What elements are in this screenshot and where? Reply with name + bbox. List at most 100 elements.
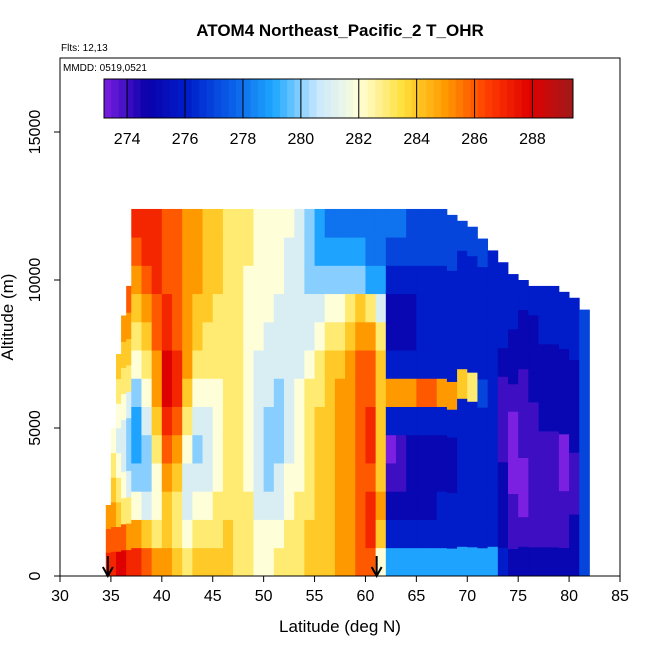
heat-cell (212, 406, 224, 436)
heat-cell (161, 321, 173, 351)
heat-cell (528, 546, 539, 577)
heat-cell (416, 406, 427, 436)
colorbar-swatch (250, 79, 259, 118)
heat-cell (294, 491, 305, 520)
heat-cell (273, 321, 285, 351)
heat-cell (548, 430, 560, 461)
heat-cell (161, 208, 173, 238)
colorbar-swatch (455, 79, 464, 118)
heat-cell (446, 409, 458, 438)
heat-cell (314, 208, 326, 238)
heat-cell (406, 350, 417, 379)
heat-cell (324, 378, 336, 407)
heat-cell (222, 491, 234, 520)
heat-cell (436, 237, 448, 266)
heat-cell (202, 265, 214, 295)
heat-cell (233, 519, 244, 549)
heat-cell (385, 491, 397, 520)
heat-cell (161, 519, 173, 549)
heat-cell (457, 516, 468, 547)
heat-cell (467, 226, 478, 257)
flights-annotation: Flts: 12,13 (61, 43, 108, 54)
heat-cell (243, 463, 254, 492)
heat-cell (457, 250, 468, 281)
colorbar-swatch (338, 79, 347, 118)
x-axis: 30 35 40 45 50 55 60 65 70 75 80 85 (51, 576, 629, 605)
heat-cell (182, 547, 193, 577)
heat-cell (192, 208, 203, 238)
heat-cell (263, 293, 275, 323)
heat-cell (324, 406, 336, 436)
heat-cell (263, 547, 275, 577)
heat-cell (151, 350, 163, 379)
heat-cell (569, 328, 580, 360)
heat-cell (263, 463, 275, 492)
heat-cell (314, 321, 326, 351)
heat-cell (263, 519, 275, 549)
heat-cell (314, 491, 326, 520)
heat-cell (477, 491, 489, 521)
heat-cell (233, 491, 244, 520)
x-tick-label: 85 (611, 588, 629, 605)
heat-cell (548, 459, 560, 490)
heat-cell (324, 491, 336, 520)
heat-cell (192, 463, 203, 492)
heat-cell (172, 434, 183, 464)
heat-cell (558, 519, 570, 548)
heat-cell (222, 237, 234, 266)
heat-cell (324, 208, 336, 238)
colorbar-swatch (243, 79, 251, 118)
heat-cell (345, 350, 356, 379)
heat-cell (334, 265, 346, 295)
heat-cell (518, 457, 529, 488)
heat-cell (436, 293, 448, 323)
heat-cell (446, 492, 458, 521)
heat-cell (151, 378, 163, 407)
heat-cell (345, 547, 356, 577)
colorbar-swatch (477, 79, 486, 118)
heat-cell (477, 238, 489, 268)
heat-cell (243, 519, 254, 549)
heat-cell (151, 406, 163, 436)
heat-cell (426, 265, 438, 295)
heat-cell (334, 547, 346, 577)
heat-cell (457, 339, 468, 370)
heat-cell (222, 463, 234, 492)
heat-cell (192, 237, 203, 266)
heat-cell (467, 372, 478, 402)
colorbar-swatch (111, 79, 120, 118)
heat-cell (233, 434, 244, 464)
colorbar-swatch (441, 79, 449, 118)
chart-title: ATOM4 Northeast_Pacific_2 T_OHR (196, 21, 484, 40)
heat-cell (304, 547, 315, 577)
colorbar-swatch (235, 79, 244, 118)
heat-cell (467, 314, 478, 344)
heat-cell (324, 350, 336, 379)
colorbar-swatch (367, 79, 376, 118)
heat-cell (284, 237, 295, 266)
heat-cell (436, 463, 448, 492)
heat-cell (233, 208, 244, 238)
heat-cell (172, 321, 183, 351)
heat-cell (182, 265, 193, 295)
heat-cell (284, 406, 295, 436)
heat-cell (467, 488, 478, 519)
heat-cell (558, 291, 570, 321)
y-tick-label: 15000 (27, 110, 44, 155)
heat-cell (243, 406, 254, 436)
heat-cell (141, 208, 153, 238)
heat-cell (365, 265, 377, 295)
x-tick-label: 55 (306, 588, 324, 605)
colorbar-swatch (147, 79, 156, 118)
colorbar-swatch (331, 79, 339, 118)
heat-cell (528, 459, 539, 490)
heat-cell (487, 546, 499, 577)
heat-cell (284, 547, 295, 577)
x-tick-label: 75 (509, 588, 527, 605)
heat-cell (426, 434, 438, 464)
heat-cell (345, 491, 356, 520)
heat-cell (355, 434, 366, 464)
heat-cell (243, 491, 254, 520)
heat-cell (528, 430, 539, 461)
heat-cell (436, 321, 448, 351)
